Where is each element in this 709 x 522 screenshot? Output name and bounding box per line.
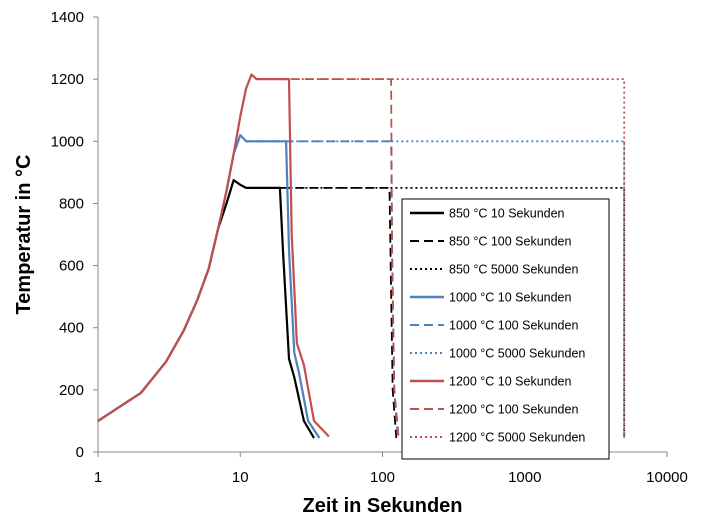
series-line xyxy=(97,179,398,439)
x-tick-label: 1 xyxy=(94,469,102,486)
y-tick-label: 1000 xyxy=(51,133,84,150)
legend-label: 1000 °C 10 Sekunden xyxy=(449,291,572,305)
legend-label: 1200 °C 5000 Sekunden xyxy=(449,431,585,445)
legend-label: 1000 °C 100 Sekunden xyxy=(449,319,578,333)
x-axis-ticks: 1 10 100 1000 10000 xyxy=(94,452,688,486)
y-tick-label: 800 xyxy=(59,195,84,212)
legend-box xyxy=(401,198,610,460)
series-line xyxy=(97,73,400,439)
legend-label: 850 °C 10 Sekunden xyxy=(449,207,565,221)
legend: 850 °C 10 Sekunden 850 °C 100 Sekunden 850… xyxy=(401,198,610,460)
y-axis-ticks: 0 200 400 600 800 1000 1200 1400 xyxy=(51,9,98,461)
series-line xyxy=(97,134,399,439)
legend-label: 1200 °C 100 Sekunden xyxy=(449,403,578,417)
x-axis-title: Zeit in Sekunden xyxy=(302,495,462,517)
legend-label: 850 °C 100 Sekunden xyxy=(449,235,572,249)
series-line xyxy=(97,134,321,439)
legend-label: 1000 °C 5000 Sekunden xyxy=(449,347,585,361)
y-tick-label: 0 xyxy=(76,444,84,461)
x-tick-label: 100 xyxy=(370,469,395,486)
legend-label: 1200 °C 10 Sekunden xyxy=(449,375,572,389)
y-tick-label: 400 xyxy=(59,320,84,337)
y-axis-title: Temperatur in °C xyxy=(13,155,35,315)
y-tick-label: 200 xyxy=(59,382,84,399)
y-tick-label: 600 xyxy=(59,258,84,275)
y-tick-label: 1400 xyxy=(51,9,84,26)
series-line xyxy=(97,73,626,438)
series-layer xyxy=(97,73,626,439)
series-line xyxy=(97,73,330,438)
y-tick-label: 1200 xyxy=(51,71,84,88)
legend-label: 850 °C 5000 Sekunden xyxy=(449,263,578,277)
x-tick-label: 10000 xyxy=(646,469,688,486)
x-tick-label: 10 xyxy=(232,469,249,486)
x-tick-label: 1000 xyxy=(508,469,541,486)
